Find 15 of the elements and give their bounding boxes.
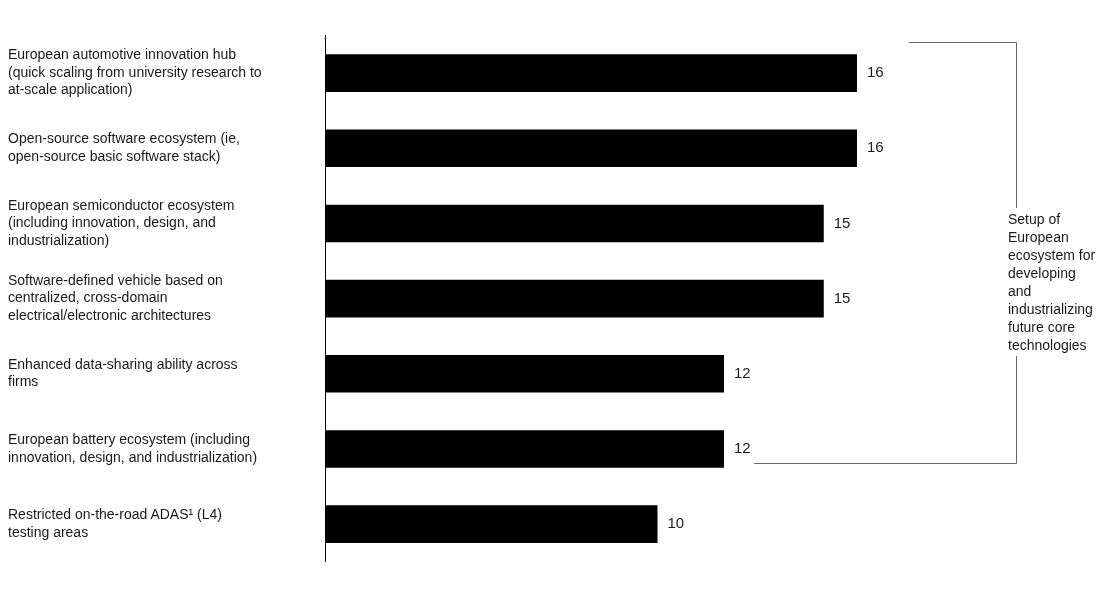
y-tick-label: Restricted on-the-road ADAS¹ (L4) testing areas [8,506,222,540]
data-label: 12 [734,439,751,457]
y-tick-label: Open-source software ecosystem (ie, open-source basic software stack) [8,130,240,164]
data-label: 12 [734,363,751,381]
data-label: 10 [667,514,685,532]
data-label: 15 [833,213,851,231]
y-tick-label: European battery ecosystem (including innovation, design, and industrialization) [8,431,258,465]
data-label: 15 [833,288,851,306]
y-tick-label: European semiconductor ecosystem (including innovation, design, and industrialization) [8,196,235,248]
y-tick-label: Software-defined vehicle based on centralized, cross-domain electrical/electronic architectures [8,271,223,323]
data-label: 16 [867,63,884,81]
data-label: 16 [867,138,884,156]
text: Setup of European ecosystem for developing and industrializing future core technologies [1008,208,1102,356]
y-tick-label: Enhanced data-sharing ability across firms [8,355,238,390]
y-tick-label: European automotive innovation hub (quick scaling from university research to at-scale application) [8,46,262,98]
